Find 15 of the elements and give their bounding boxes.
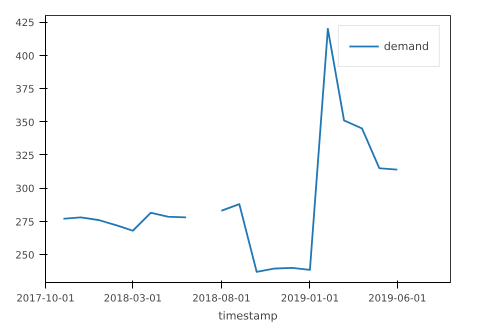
x-tick-label: 2018-03-01 xyxy=(104,294,162,304)
x-tick-label: 2017-10-01 xyxy=(16,294,75,304)
legend-label: demand xyxy=(384,40,429,52)
y-tick-label: 300 xyxy=(15,184,35,196)
y-tick-label: 275 xyxy=(15,217,35,228)
y-tick-label: 350 xyxy=(15,118,35,129)
x-tick-label: 2019-01-01 xyxy=(280,294,339,304)
x-axis-title: timestamp xyxy=(218,310,278,322)
y-tick-label: 400 xyxy=(15,51,35,62)
y-tick-label: 250 xyxy=(15,250,35,262)
y-tick-label: 325 xyxy=(15,150,35,162)
x-tick-label: 2019-06-01 xyxy=(368,294,426,304)
y-tick-label: 425 xyxy=(15,18,35,30)
x-tick-label: 2018-08-01 xyxy=(192,294,250,304)
y-tick-label: 375 xyxy=(15,84,35,96)
